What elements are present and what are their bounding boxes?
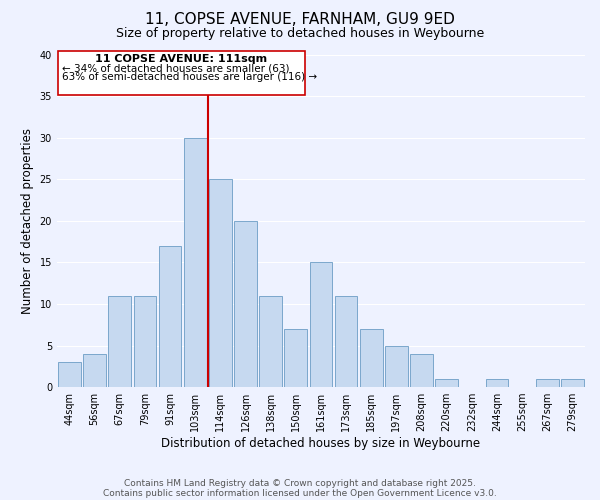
Bar — [58, 362, 81, 387]
Bar — [259, 296, 282, 387]
Text: Contains HM Land Registry data © Crown copyright and database right 2025.: Contains HM Land Registry data © Crown c… — [124, 478, 476, 488]
Bar — [561, 379, 584, 387]
Bar — [485, 379, 508, 387]
Bar — [436, 379, 458, 387]
Text: Contains public sector information licensed under the Open Government Licence v3: Contains public sector information licen… — [103, 488, 497, 498]
Text: 11, COPSE AVENUE, FARNHAM, GU9 9ED: 11, COPSE AVENUE, FARNHAM, GU9 9ED — [145, 12, 455, 28]
Text: Size of property relative to detached houses in Weybourne: Size of property relative to detached ho… — [116, 28, 484, 40]
Bar — [134, 296, 156, 387]
Bar — [335, 296, 358, 387]
Bar — [109, 296, 131, 387]
Text: 11 COPSE AVENUE: 111sqm: 11 COPSE AVENUE: 111sqm — [95, 54, 268, 64]
Bar — [360, 329, 383, 387]
Bar — [284, 329, 307, 387]
Text: ← 34% of detached houses are smaller (63): ← 34% of detached houses are smaller (63… — [62, 63, 289, 73]
Bar — [410, 354, 433, 387]
Bar — [310, 262, 332, 387]
Bar — [536, 379, 559, 387]
Bar — [184, 138, 206, 387]
Bar — [234, 221, 257, 387]
Bar — [385, 346, 408, 387]
FancyBboxPatch shape — [58, 50, 305, 94]
Bar — [209, 180, 232, 387]
Y-axis label: Number of detached properties: Number of detached properties — [21, 128, 34, 314]
Bar — [83, 354, 106, 387]
Bar — [159, 246, 181, 387]
X-axis label: Distribution of detached houses by size in Weybourne: Distribution of detached houses by size … — [161, 437, 481, 450]
Text: 63% of semi-detached houses are larger (116) →: 63% of semi-detached houses are larger (… — [62, 72, 317, 83]
